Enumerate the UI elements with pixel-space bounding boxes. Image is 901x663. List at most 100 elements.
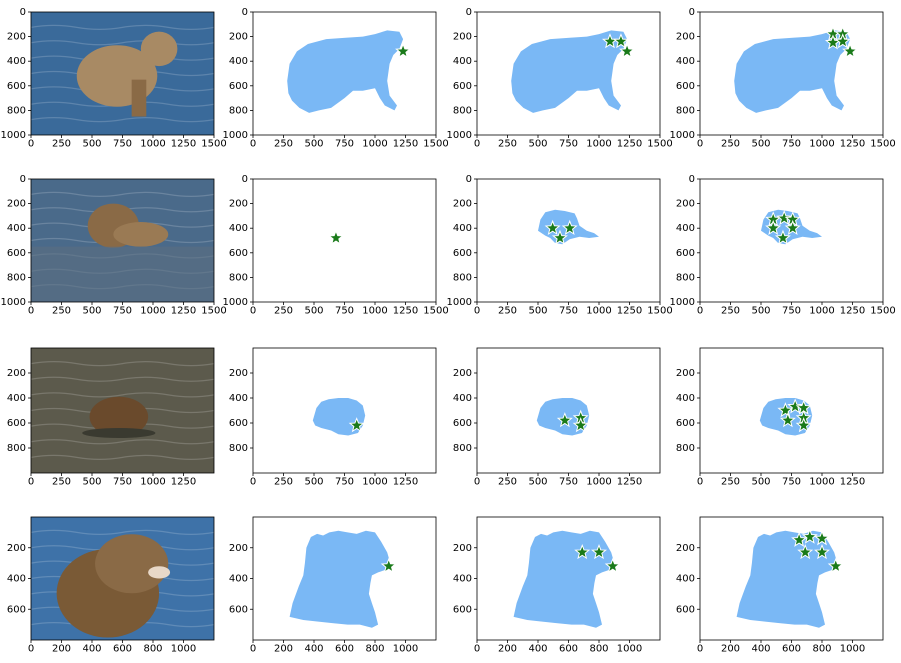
x-tick-label: 1250 bbox=[171, 305, 196, 316]
prompt-point-star bbox=[544, 219, 561, 235]
water-reflection bbox=[31, 246, 214, 302]
x-tick-label: 600 bbox=[113, 643, 132, 654]
y-tick-label: 800 bbox=[453, 272, 472, 283]
x-tick-label: 0 bbox=[474, 305, 480, 316]
prompt-point-star bbox=[842, 42, 859, 59]
prompt-point-star bbox=[327, 229, 344, 245]
x-tick-label: 500 bbox=[82, 138, 101, 149]
panel-r2-c2: 0 250 500 750 1000 1250 1500 0 200 400 600 800 1000 bbox=[223, 174, 449, 316]
panel-r4-c1: 0 200 400 600 800 1000 200 400 600 bbox=[7, 516, 215, 654]
x-tick-label: 500 bbox=[82, 305, 101, 316]
water-ripple bbox=[30, 392, 215, 398]
prompt-point-star bbox=[827, 557, 844, 573]
prompt-point-star bbox=[395, 42, 412, 59]
panel-r1-c3: 0 250 500 750 1000 1250 1500 0 200 400 600 800 1000 bbox=[447, 7, 673, 149]
x-tick-label: 400 bbox=[751, 643, 770, 654]
y-tick-label: 0 bbox=[20, 174, 26, 185]
x-tick-label: 0 bbox=[250, 305, 256, 316]
x-tick-label: 750 bbox=[335, 138, 354, 149]
water-ripple bbox=[30, 40, 215, 46]
y-tick-label: 200 bbox=[453, 32, 472, 43]
y-tick-label: 800 bbox=[7, 272, 26, 283]
y-tick-label: 400 bbox=[453, 223, 472, 234]
prompt-point-star bbox=[572, 417, 589, 433]
panel-r4-c4: 0 200 400 600 800 1000 200 400 600 bbox=[676, 516, 884, 654]
x-tick-label: 1000 bbox=[393, 643, 418, 654]
bear-head-shape bbox=[89, 396, 149, 437]
y-tick-label: 800 bbox=[229, 443, 248, 454]
prompt-point-star bbox=[776, 209, 793, 226]
y-tick-label: 600 bbox=[676, 418, 695, 429]
y-tick-label: 600 bbox=[676, 81, 695, 92]
x-tick-label: 0 bbox=[697, 476, 703, 487]
x-tick-label: 250 bbox=[52, 138, 71, 149]
x-tick-label: 200 bbox=[498, 643, 517, 654]
x-tick-label: 1000 bbox=[809, 305, 834, 316]
x-tick-label: 1000 bbox=[362, 476, 387, 487]
panel-r2-c3: 0 250 500 750 1000 1250 1500 0 200 400 600 800 1000 bbox=[447, 174, 673, 316]
x-tick-label: 1250 bbox=[617, 476, 642, 487]
prompt-point-star bbox=[556, 412, 573, 428]
y-tick-label: 400 bbox=[453, 56, 472, 67]
x-tick-label: 1500 bbox=[647, 305, 672, 316]
x-tick-label: 1250 bbox=[393, 476, 418, 487]
panel-r1-c2: 0 250 500 750 1000 1250 1500 0 200 400 600 800 1000 bbox=[223, 7, 449, 149]
x-tick-label: 0 bbox=[28, 476, 34, 487]
panel-r4-c2: 0 200 400 600 800 1000 200 400 600 bbox=[229, 516, 437, 654]
x-tick-label: 750 bbox=[782, 305, 801, 316]
y-tick-label: 200 bbox=[229, 32, 248, 43]
y-tick-label: 1000 bbox=[670, 130, 695, 141]
prompt-point-star bbox=[551, 229, 568, 245]
x-tick-label: 1500 bbox=[423, 305, 448, 316]
x-tick-label: 0 bbox=[250, 476, 256, 487]
y-tick-label: 400 bbox=[229, 56, 248, 67]
x-tick-label: 400 bbox=[304, 643, 323, 654]
panel-r3-c2: 0 250 500 750 1000 1250 200 400 600 800 bbox=[229, 347, 437, 487]
prompt-point-star bbox=[574, 543, 591, 560]
y-tick-label: 200 bbox=[676, 32, 695, 43]
x-tick-label: 1000 bbox=[586, 138, 611, 149]
y-tick-label: 400 bbox=[7, 223, 26, 234]
panel-r1-c4: 0 250 500 750 1000 1250 1500 0 200 400 600 800 1000 bbox=[670, 7, 896, 149]
x-tick-label: 1000 bbox=[362, 138, 387, 149]
panel-r1-c1: 0 250 500 750 1000 1250 1500 0 200 400 600 800 1000 bbox=[1, 7, 227, 149]
y-tick-label: 1000 bbox=[447, 297, 472, 308]
y-tick-label: 400 bbox=[676, 223, 695, 234]
segmentation-mask bbox=[734, 30, 851, 113]
prompt-point-star bbox=[561, 219, 578, 235]
x-tick-label: 200 bbox=[52, 643, 71, 654]
y-tick-label: 0 bbox=[20, 7, 26, 18]
prompt-point-star bbox=[814, 543, 830, 560]
prompt-point-star bbox=[765, 219, 782, 235]
x-tick-label: 750 bbox=[782, 138, 801, 149]
y-tick-label: 600 bbox=[453, 604, 472, 615]
x-tick-label: 1250 bbox=[840, 476, 865, 487]
x-tick-label: 0 bbox=[250, 643, 256, 654]
y-tick-label: 200 bbox=[7, 199, 26, 210]
y-tick-label: 400 bbox=[7, 574, 26, 585]
water-ripple bbox=[30, 24, 215, 30]
y-tick-label: 200 bbox=[229, 368, 248, 379]
mask-background bbox=[700, 179, 883, 302]
segmentation-mask bbox=[289, 530, 391, 628]
x-tick-label: 1000 bbox=[809, 138, 834, 149]
segmentation-mask bbox=[513, 530, 615, 628]
mask-background bbox=[477, 179, 660, 302]
prompt-point-star bbox=[814, 530, 830, 546]
x-tick-label: 250 bbox=[52, 305, 71, 316]
y-tick-label: 600 bbox=[453, 418, 472, 429]
bear-leg bbox=[131, 79, 147, 117]
x-tick-label: 500 bbox=[304, 476, 323, 487]
water-ripple bbox=[30, 439, 215, 445]
y-tick-label: 0 bbox=[689, 7, 695, 18]
x-tick-label: 1500 bbox=[647, 138, 672, 149]
y-tick-label: 1000 bbox=[223, 130, 248, 141]
prompt-point-star bbox=[612, 33, 629, 49]
y-tick-label: 200 bbox=[453, 368, 472, 379]
y-tick-label: 0 bbox=[466, 174, 472, 185]
water-ripple bbox=[30, 191, 215, 197]
y-tick-label: 600 bbox=[7, 81, 26, 92]
prompt-point-star bbox=[795, 417, 812, 433]
x-tick-label: 1000 bbox=[140, 476, 165, 487]
